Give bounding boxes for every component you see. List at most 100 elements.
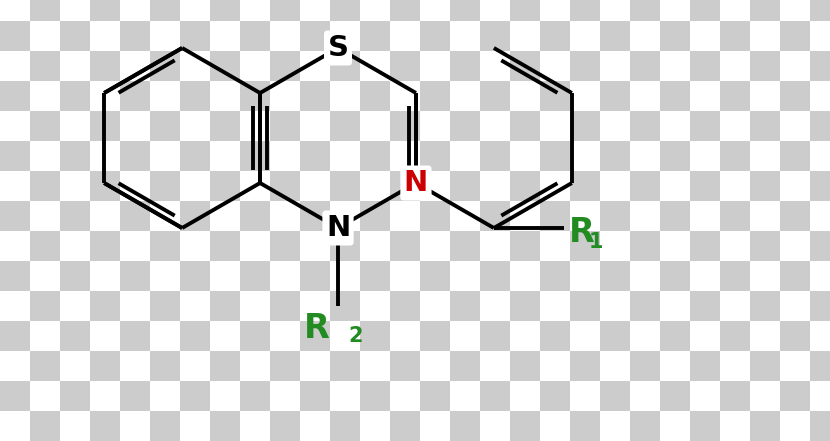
Bar xyxy=(750,291,780,321)
Bar xyxy=(720,51,750,81)
Bar xyxy=(0,411,30,441)
Bar xyxy=(330,111,360,141)
Bar xyxy=(210,51,240,81)
Bar xyxy=(300,51,330,81)
Bar xyxy=(240,171,270,201)
Bar xyxy=(210,231,240,261)
Bar xyxy=(150,111,180,141)
Bar xyxy=(600,0,630,21)
Bar xyxy=(540,381,570,411)
Bar xyxy=(270,351,300,381)
Bar xyxy=(480,381,510,411)
Bar xyxy=(360,141,390,171)
Bar xyxy=(510,411,540,441)
Bar xyxy=(60,201,90,231)
Bar xyxy=(60,411,90,441)
Bar xyxy=(360,381,390,411)
Bar xyxy=(240,81,270,111)
Bar xyxy=(750,321,780,351)
Bar xyxy=(600,111,630,141)
Bar xyxy=(180,51,210,81)
Bar xyxy=(810,51,830,81)
Bar xyxy=(570,141,600,171)
Bar xyxy=(30,171,60,201)
Bar xyxy=(660,321,690,351)
Bar xyxy=(360,231,390,261)
Bar xyxy=(600,21,630,51)
Bar xyxy=(90,21,120,51)
Text: R: R xyxy=(569,217,594,250)
Bar xyxy=(150,51,180,81)
Bar xyxy=(360,351,390,381)
Bar xyxy=(60,141,90,171)
Text: 2: 2 xyxy=(348,326,363,346)
Bar xyxy=(300,411,330,441)
Bar xyxy=(540,51,570,81)
Bar xyxy=(450,411,480,441)
Bar xyxy=(810,81,830,111)
Bar xyxy=(120,261,150,291)
Bar xyxy=(630,171,660,201)
Bar xyxy=(630,81,660,111)
Bar xyxy=(210,201,240,231)
Bar xyxy=(210,261,240,291)
Bar xyxy=(720,201,750,231)
Bar xyxy=(90,81,120,111)
Bar xyxy=(90,381,120,411)
Bar xyxy=(630,261,660,291)
Bar xyxy=(660,81,690,111)
Bar xyxy=(180,411,210,441)
Bar xyxy=(630,111,660,141)
Bar xyxy=(510,201,540,231)
Bar xyxy=(540,81,570,111)
Bar xyxy=(270,411,300,441)
Bar xyxy=(150,21,180,51)
Bar xyxy=(630,0,660,21)
Bar xyxy=(330,201,360,231)
Bar xyxy=(480,111,510,141)
Bar xyxy=(780,51,810,81)
Bar xyxy=(480,21,510,51)
Bar xyxy=(30,231,60,261)
Bar xyxy=(420,0,450,21)
Bar xyxy=(810,141,830,171)
Bar xyxy=(0,81,30,111)
Bar xyxy=(600,51,630,81)
Bar xyxy=(540,21,570,51)
Bar xyxy=(60,171,90,201)
Bar xyxy=(420,141,450,171)
Bar xyxy=(750,81,780,111)
Bar xyxy=(690,111,720,141)
Bar xyxy=(510,291,540,321)
Bar xyxy=(540,411,570,441)
Bar xyxy=(570,201,600,231)
Bar xyxy=(300,201,330,231)
Bar xyxy=(720,321,750,351)
Bar xyxy=(570,291,600,321)
Bar xyxy=(330,411,360,441)
Bar xyxy=(750,171,780,201)
Bar xyxy=(390,231,420,261)
Bar xyxy=(450,0,480,21)
Bar xyxy=(90,411,120,441)
Bar xyxy=(630,141,660,171)
Text: N: N xyxy=(326,214,350,242)
Bar xyxy=(720,111,750,141)
Bar xyxy=(90,171,120,201)
Bar xyxy=(180,231,210,261)
Bar xyxy=(150,261,180,291)
Bar xyxy=(630,291,660,321)
Bar xyxy=(300,231,330,261)
Bar xyxy=(0,171,30,201)
Bar xyxy=(390,291,420,321)
Bar xyxy=(180,111,210,141)
Bar xyxy=(390,411,420,441)
Bar xyxy=(600,141,630,171)
Bar xyxy=(120,51,150,81)
Bar xyxy=(690,51,720,81)
Bar xyxy=(720,381,750,411)
Bar xyxy=(60,261,90,291)
Text: S: S xyxy=(328,34,349,62)
Bar xyxy=(780,381,810,411)
Bar xyxy=(720,261,750,291)
